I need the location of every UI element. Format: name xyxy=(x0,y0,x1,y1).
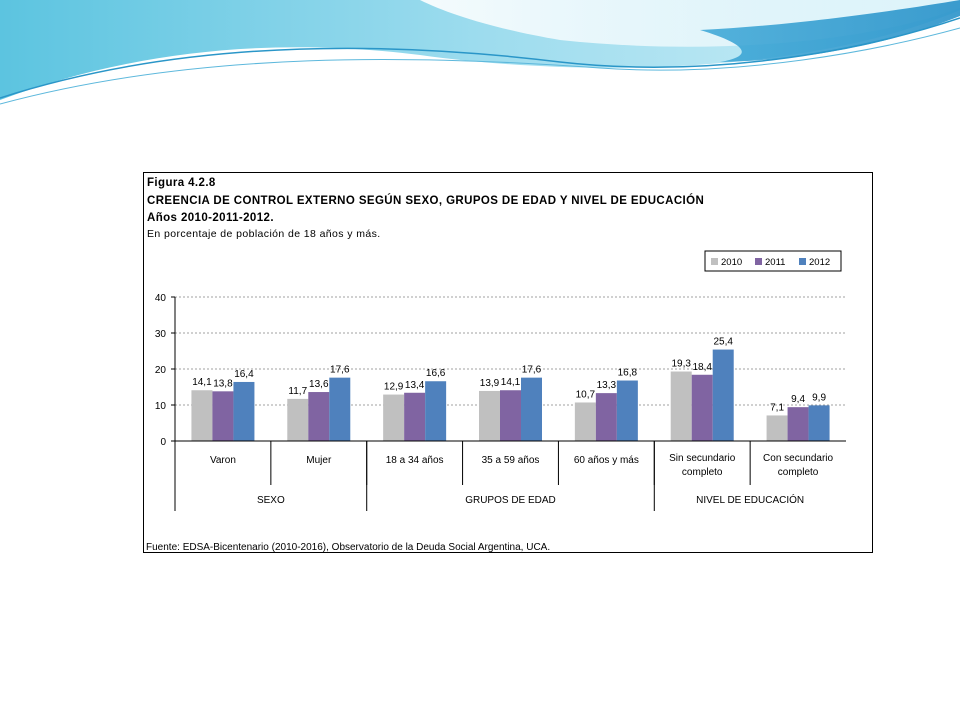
category-label: 35 a 59 años xyxy=(482,455,540,466)
data-label: 13,9 xyxy=(480,378,500,389)
bar-2012 xyxy=(425,381,447,441)
data-label: 9,4 xyxy=(791,394,805,405)
data-label: 17,6 xyxy=(522,365,542,376)
bar-2010 xyxy=(191,390,213,441)
y-tick-label: 40 xyxy=(155,293,167,304)
category-label: 18 a 34 años xyxy=(386,455,444,466)
data-label: 25,4 xyxy=(713,337,733,348)
y-tick-label: 10 xyxy=(155,401,167,412)
data-label: 13,6 xyxy=(309,379,329,390)
category-label: 60 años y más xyxy=(574,455,639,466)
category-label: completo xyxy=(682,467,723,478)
figure-subtitle: En porcentaje de población de 18 años y … xyxy=(147,228,381,240)
bar-2010 xyxy=(670,371,692,441)
group-label: NIVEL DE EDUCACIÓN xyxy=(696,493,804,506)
data-label: 13,4 xyxy=(405,380,425,391)
banner-wave-dark xyxy=(700,0,960,62)
legend-entry: 2012 xyxy=(809,257,830,268)
bar-2012 xyxy=(329,377,351,441)
data-label: 17,6 xyxy=(330,365,350,376)
category-label: completo xyxy=(778,467,819,478)
category-label: Mujer xyxy=(306,455,332,466)
data-label: 19,3 xyxy=(671,359,691,370)
figure-title: CREENCIA DE CONTROL EXTERNO SEGÚN SEXO, … xyxy=(147,195,705,207)
data-label: 16,6 xyxy=(426,368,446,379)
category-label: Sin secundario xyxy=(669,453,736,464)
decorative-wave-banner xyxy=(0,0,960,105)
bar-2011 xyxy=(691,374,713,441)
data-label: 16,8 xyxy=(618,368,638,379)
legend-swatch xyxy=(711,258,718,265)
bar-2012 xyxy=(712,349,734,441)
bar-2011 xyxy=(787,407,809,441)
data-label: 14,1 xyxy=(501,377,521,388)
banner-line-1 xyxy=(0,17,960,99)
bar-2010 xyxy=(766,415,788,441)
group-label: SEXO xyxy=(257,495,285,506)
banner-line-2 xyxy=(0,27,960,105)
data-label: 13,3 xyxy=(597,380,617,391)
category-label: Varon xyxy=(210,455,236,466)
bar-2012 xyxy=(233,381,255,441)
data-label: 14,1 xyxy=(192,377,212,388)
legend-box xyxy=(704,250,842,272)
bar-2011 xyxy=(500,390,521,441)
figure-source: Fuente: EDSA-Bicentenario (2010-2016), O… xyxy=(146,542,551,553)
bar-2011 xyxy=(595,393,617,441)
y-tick-label: 0 xyxy=(160,437,166,448)
bar-2010 xyxy=(287,398,309,441)
bar-2010 xyxy=(574,402,596,441)
bar-2010 xyxy=(479,390,500,441)
bar-2012 xyxy=(616,380,638,441)
data-label: 16,4 xyxy=(234,369,254,380)
data-label: 18,4 xyxy=(692,362,712,373)
y-tick-label: 30 xyxy=(155,329,167,340)
legend-swatch xyxy=(799,258,806,265)
bar-2012 xyxy=(808,405,830,441)
figure-years: Años 2010-2011-2012. xyxy=(147,212,274,224)
bar-2010 xyxy=(383,394,405,441)
bar-2012 xyxy=(521,377,542,441)
group-label: GRUPOS DE EDAD xyxy=(465,495,556,506)
legend-entry: 2010 xyxy=(721,257,742,268)
data-label: 10,7 xyxy=(576,389,596,400)
figure-box: Figura 4.2.8 CREENCIA DE CONTROL EXTERNO… xyxy=(143,172,873,553)
data-label: 12,9 xyxy=(384,382,404,393)
bar-2011 xyxy=(308,392,330,441)
bar-2011 xyxy=(404,392,426,441)
y-tick-label: 20 xyxy=(155,365,167,376)
legend-swatch xyxy=(755,258,762,265)
data-label: 7,1 xyxy=(770,402,784,413)
bar-2011 xyxy=(212,391,234,441)
data-label: 13,8 xyxy=(213,378,233,389)
bar-chart: 0 10 20 30 40 14,1 11,7 12,9 13,9 10,7 19,3 7,1 13,8… xyxy=(155,250,846,511)
category-label: Con secundario xyxy=(763,453,833,464)
legend-entry: 2011 xyxy=(765,257,785,268)
data-label: 9,9 xyxy=(812,392,826,403)
figure-number: Figura 4.2.8 xyxy=(147,177,216,189)
data-label: 11,7 xyxy=(288,386,307,397)
